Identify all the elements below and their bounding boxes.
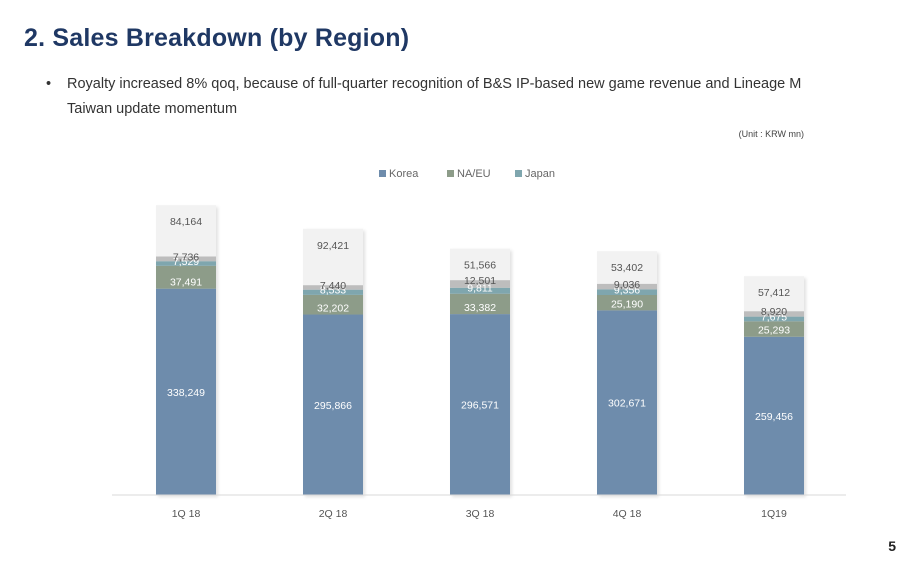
chart-legend: Korea NA/EU Japan [379, 168, 555, 180]
page-number: 5 [888, 538, 896, 554]
data-label-korea-1q19: 259,456 [755, 411, 793, 423]
bar-na-eu-4q-18 [597, 295, 657, 311]
data-label-japan-1q-18: 7,529 [173, 256, 199, 268]
bar-other-3q-18 [450, 280, 510, 288]
data-label-japan-1q19: 7,675 [761, 312, 787, 324]
bar-na-eu-2q-18 [303, 294, 363, 315]
data-label-korea-1q-18: 338,249 [167, 387, 205, 399]
data-label-na-eu-1q-18: 37,491 [170, 277, 202, 289]
bar-other-1q19 [744, 311, 804, 317]
bar-other-1q-18 [156, 256, 216, 262]
data-label-na-eu-1q19: 25,293 [758, 325, 790, 337]
bar-stack-4q-18 [597, 251, 657, 495]
bar-stack-1q-18 [156, 205, 216, 495]
data-label-royalty-3q-18: 51,566 [464, 260, 496, 272]
unit-label: (Unit : KRW mn) [738, 129, 804, 139]
legend-swatch-japan [515, 170, 522, 177]
bar-japan-1q19 [744, 316, 804, 322]
data-label-na-eu-4q-18: 25,190 [611, 298, 643, 310]
legend-label-na-eu: NA/EU [457, 168, 491, 180]
bar-japan-4q-18 [597, 289, 657, 296]
bar-royalty-3q-18 [450, 248, 510, 281]
bar-other-2q-18 [303, 285, 363, 290]
page-title: 2. Sales Breakdown (by Region) [24, 24, 410, 52]
data-label-other-3q-18: 12,501 [464, 275, 496, 287]
legend-label-japan: Japan [525, 168, 555, 180]
bar-na-eu-1q-18 [156, 265, 216, 289]
data-label-korea-2q-18: 295,866 [314, 400, 352, 412]
data-label-na-eu-3q-18: 33,382 [464, 302, 496, 314]
x-axis-ticks: 1Q 18 2Q 18 3Q 18 4Q 18 1Q19 [172, 508, 787, 520]
data-label-royalty-1q19: 57,412 [758, 287, 790, 299]
bar-royalty-1q19 [744, 276, 804, 312]
data-label-japan-3q-18: 9,811 [467, 283, 493, 295]
bar-japan-1q-18 [156, 261, 216, 266]
bar-japan-2q-18 [303, 289, 363, 295]
x-tick-1q-18: 1Q 18 [172, 508, 201, 520]
bar-na-eu-1q19 [744, 321, 804, 337]
data-label-royalty-1q-18: 84,164 [170, 216, 202, 228]
x-tick-2q-18: 2Q 18 [319, 508, 348, 520]
bar-other-4q-18 [597, 283, 657, 290]
x-tick-3q-18: 3Q 18 [466, 508, 495, 520]
legend-swatch-na-eu [447, 170, 454, 177]
x-tick-1q19: 1Q19 [761, 508, 787, 520]
data-label-other-4q-18: 9,036 [614, 279, 640, 291]
bar-stack-1q19 [744, 276, 804, 495]
bar-korea-2q-18 [303, 314, 363, 495]
bar-royalty-1q-18 [156, 205, 216, 257]
bar-royalty-2q-18 [303, 228, 363, 286]
data-label-korea-4q-18: 302,671 [608, 398, 646, 410]
bar-na-eu-3q-18 [450, 293, 510, 315]
data-label-other-1q-18: 7,736 [173, 251, 199, 263]
bullet-text: Royalty increased 8% qoq, because of ful… [67, 76, 802, 117]
data-label-japan-4q-18: 9,356 [614, 284, 640, 296]
legend-label-korea: Korea [389, 168, 419, 180]
legend-swatch-korea [379, 170, 386, 177]
bar-korea-1q-18 [156, 288, 216, 495]
data-label-korea-3q-18: 296,571 [461, 400, 499, 412]
data-label-japan-2q-18: 8,533 [320, 285, 346, 297]
bar-royalty-4q-18 [597, 251, 657, 284]
bar-stack-2q-18 [303, 228, 363, 495]
x-tick-4q-18: 4Q 18 [613, 508, 642, 520]
data-label-royalty-2q-18: 92,421 [317, 240, 349, 252]
summary-bullet: • Royalty increased 8% qoq, because of f… [46, 72, 846, 122]
bar-stack-3q-18 [450, 248, 510, 495]
bar-japan-3q-18 [450, 287, 510, 294]
bar-korea-1q19 [744, 336, 804, 495]
data-label-na-eu-2q-18: 32,202 [317, 303, 349, 315]
bar-korea-3q-18 [450, 314, 510, 495]
bullet-marker: • [46, 76, 52, 92]
data-label-other-1q19: 8,920 [761, 306, 787, 318]
data-label-royalty-4q-18: 53,402 [611, 262, 643, 274]
bar-korea-4q-18 [597, 310, 657, 495]
data-label-other-2q-18: 7,440 [320, 280, 346, 292]
